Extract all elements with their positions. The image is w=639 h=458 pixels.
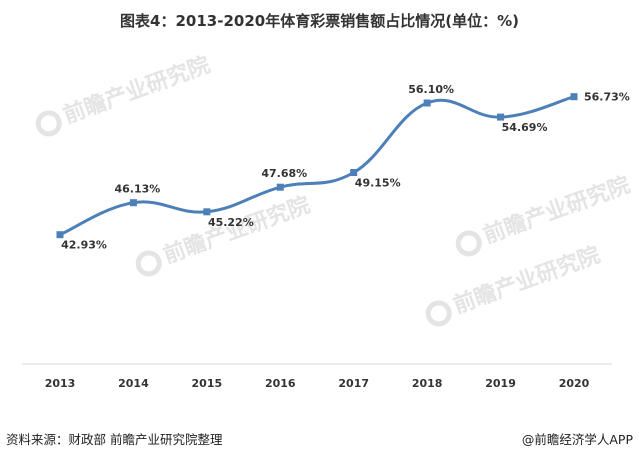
data-label-2018: 56.10% (408, 83, 454, 96)
x-tick-2014: 2014 (118, 377, 149, 390)
x-tick-2013: 2013 (45, 377, 76, 390)
x-tick-2019: 2019 (485, 377, 516, 390)
chart-title: 图表4：2013-2020年体育彩票销售额占比情况(单位：%) (120, 12, 519, 30)
data-point-2019 (497, 113, 505, 121)
data-label-2020: 56.73% (584, 91, 630, 104)
x-tick-2016: 2016 (265, 377, 296, 390)
data-point-2020 (570, 93, 578, 101)
x-tick-2018: 2018 (412, 377, 443, 390)
data-point-2018 (423, 99, 431, 107)
data-point-2015 (203, 208, 211, 216)
data-label-2015: 45.22% (208, 216, 254, 229)
series-line (59, 95, 575, 237)
x-tick-2017: 2017 (338, 377, 369, 390)
source-note: 资料来源：财政部 前瞻产业研究院整理 (6, 432, 223, 447)
data-point-2014 (129, 199, 137, 207)
data-label-2014: 46.13% (115, 183, 161, 196)
data-label-2013: 42.93% (61, 239, 107, 252)
data-label-2016: 47.68% (261, 167, 307, 180)
data-label-2017: 49.15% (355, 177, 401, 190)
x-tick-2020: 2020 (559, 377, 590, 390)
data-label-2019: 54.69% (502, 121, 548, 134)
brand-credit: @前瞻经济学人APP (521, 432, 633, 447)
data-point-2013 (56, 231, 64, 239)
data-point-2017 (350, 169, 358, 176)
data-point-2016 (276, 183, 284, 191)
x-tick-2015: 2015 (192, 377, 223, 390)
